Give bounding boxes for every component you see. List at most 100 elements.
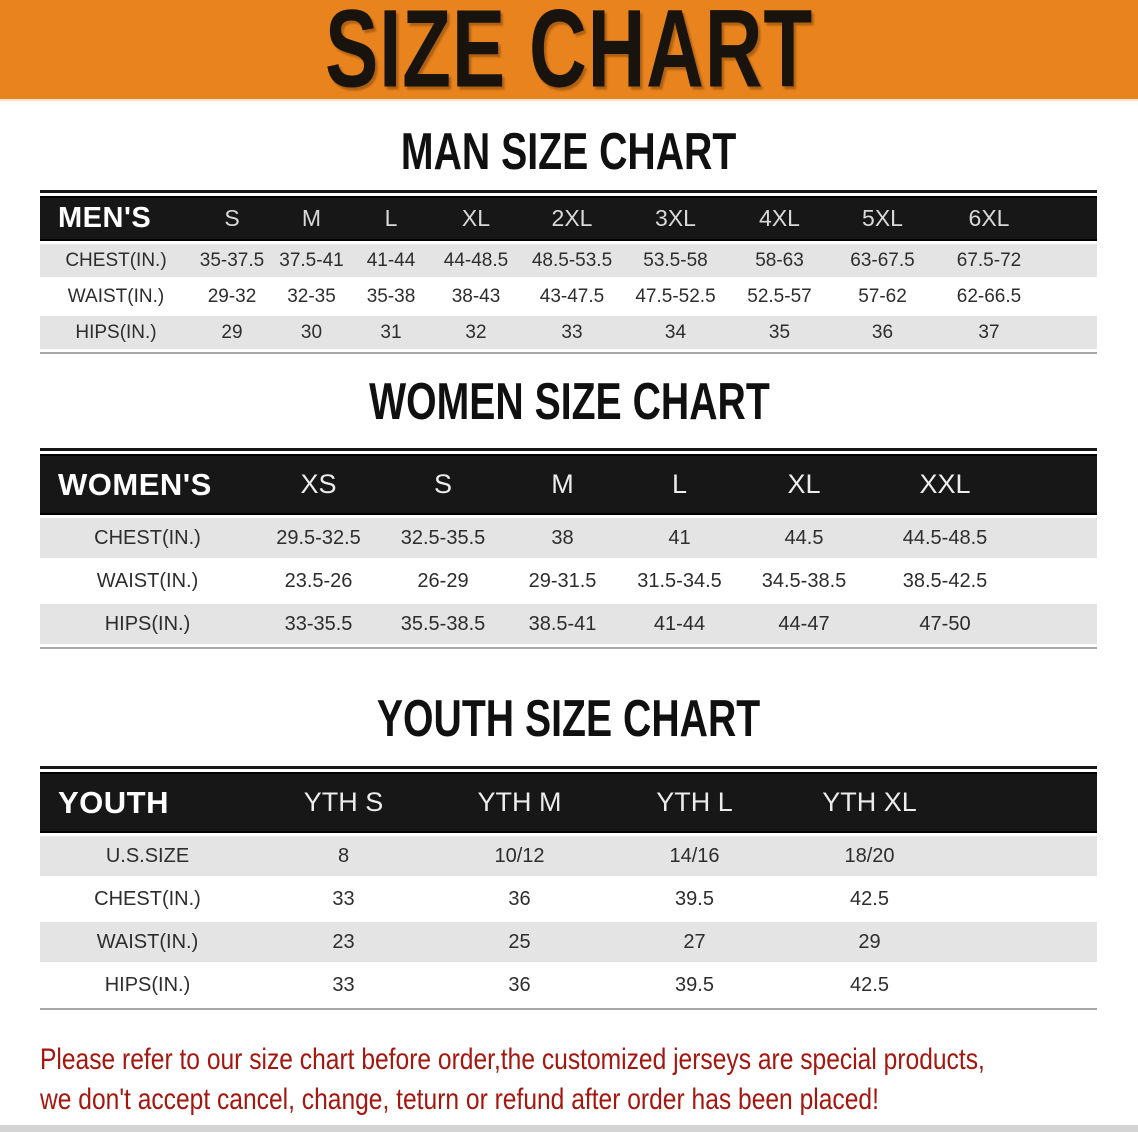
size-cell: 62-66.5 — [934, 280, 1044, 313]
size-cell: 37 — [934, 316, 1044, 349]
row-label: CHEST(IN.) — [40, 518, 255, 558]
table-row: CHEST(IN.) 33 36 39.5 42.5 — [40, 879, 1097, 919]
size-cell: 34 — [623, 316, 728, 349]
column-header: 4XL — [728, 196, 831, 241]
men-size-table: MEN'S S M L XL 2XL 3XL 4XL 5XL 6XL CHEST… — [40, 193, 1097, 352]
row-label: HIPS(IN.) — [40, 965, 255, 1005]
youth-header-row: YOUTH YTH S YTH M YTH L YTH XL — [40, 772, 1097, 833]
size-cell: 41-44 — [351, 244, 431, 277]
column-header: S — [382, 454, 504, 515]
size-cell: 39.5 — [607, 965, 782, 1005]
size-cell: 42.5 — [782, 965, 957, 1005]
row-label: WAIST(IN.) — [40, 280, 192, 313]
youth-section: YOUTH SIZE CHART YOUTH YTH S YTH M YTH L… — [0, 690, 1138, 1010]
row-label: CHEST(IN.) — [40, 244, 192, 277]
table-row: HIPS(IN.) 33 36 39.5 42.5 — [40, 965, 1097, 1005]
youth-heading: YOUTH SIZE CHART — [0, 690, 1138, 748]
column-header-filler — [1044, 196, 1097, 241]
size-cell: 43-47.5 — [521, 280, 623, 313]
women-heading-text: WOMEN SIZE CHART — [368, 373, 770, 431]
size-cell: 33 — [255, 965, 432, 1005]
row-label: HIPS(IN.) — [40, 316, 192, 349]
size-cell: 67.5-72 — [934, 244, 1044, 277]
size-cell: 34.5-38.5 — [738, 561, 870, 601]
table-row: WAIST(IN.) 23 25 27 29 — [40, 922, 1097, 962]
column-header: M — [504, 454, 621, 515]
size-cell: 31.5-34.5 — [621, 561, 738, 601]
size-cell: 53.5-58 — [623, 244, 728, 277]
row-label: HIPS(IN.) — [40, 604, 255, 644]
banner: SIZE CHART — [0, 0, 1138, 111]
table-row: HIPS(IN.) 33-35.5 35.5-38.5 38.5-41 41-4… — [40, 604, 1097, 644]
size-cell: 33-35.5 — [255, 604, 382, 644]
size-cell: 36 — [831, 316, 934, 349]
youth-table-wrap: YOUTH YTH S YTH M YTH L YTH XL U.S.SIZE … — [40, 766, 1097, 1010]
size-cell: 35-37.5 — [192, 244, 272, 277]
column-header: YTH S — [255, 772, 432, 833]
size-cell: 8 — [255, 836, 432, 876]
size-cell: 23.5-26 — [255, 561, 382, 601]
size-cell-filler — [1044, 244, 1097, 277]
women-header-row: WOMEN'S XS S M L XL XXL — [40, 454, 1097, 515]
size-cell: 47-50 — [870, 604, 1020, 644]
size-cell: 33 — [521, 316, 623, 349]
size-cell: 25 — [432, 922, 607, 962]
column-header: YTH M — [432, 772, 607, 833]
size-cell: 35.5-38.5 — [382, 604, 504, 644]
size-cell: 38.5-41 — [504, 604, 621, 644]
size-cell: 29.5-32.5 — [255, 518, 382, 558]
size-cell: 44.5-48.5 — [870, 518, 1020, 558]
size-cell: 41 — [621, 518, 738, 558]
men-heading-text: MAN SIZE CHART — [401, 123, 737, 181]
size-cell: 37.5-41 — [272, 244, 351, 277]
size-cell: 58-63 — [728, 244, 831, 277]
size-cell: 35 — [728, 316, 831, 349]
column-header: YTH XL — [782, 772, 957, 833]
size-cell: 48.5-53.5 — [521, 244, 623, 277]
size-cell: 33 — [255, 879, 432, 919]
row-label: WAIST(IN.) — [40, 922, 255, 962]
bottom-strip — [0, 1125, 1138, 1132]
women-corner-label: WOMEN'S — [40, 454, 255, 515]
size-cell: 42.5 — [782, 879, 957, 919]
size-cell-filler — [1020, 561, 1097, 601]
men-table-wrap: MEN'S S M L XL 2XL 3XL 4XL 5XL 6XL CHEST… — [40, 190, 1097, 354]
size-cell: 35-38 — [351, 280, 431, 313]
size-cell: 57-62 — [831, 280, 934, 313]
size-cell-filler — [1044, 280, 1097, 313]
size-cell-filler — [957, 922, 1097, 962]
column-header-filler — [1020, 454, 1097, 515]
size-cell-filler — [1044, 316, 1097, 349]
men-heading: MAN SIZE CHART — [0, 123, 1138, 181]
size-cell: 29-32 — [192, 280, 272, 313]
size-cell-filler — [957, 879, 1097, 919]
size-cell: 29-31.5 — [504, 561, 621, 601]
size-cell: 38.5-42.5 — [870, 561, 1020, 601]
table-row: WAIST(IN.) 29-32 32-35 35-38 38-43 43-47… — [40, 280, 1097, 313]
column-header: L — [351, 196, 431, 241]
column-header: S — [192, 196, 272, 241]
size-cell: 32 — [431, 316, 521, 349]
size-cell: 29 — [782, 922, 957, 962]
size-cell: 36 — [432, 879, 607, 919]
row-label: U.S.SIZE — [40, 836, 255, 876]
men-corner-label: MEN'S — [40, 196, 192, 241]
banner-title: SIZE CHART — [325, 0, 813, 111]
table-row: U.S.SIZE 8 10/12 14/16 18/20 — [40, 836, 1097, 876]
notice-line-1: Please refer to our size chart before or… — [40, 1043, 985, 1076]
size-cell: 44.5 — [738, 518, 870, 558]
size-cell: 44-48.5 — [431, 244, 521, 277]
youth-heading-text: YOUTH SIZE CHART — [377, 690, 761, 748]
women-table-wrap: WOMEN'S XS S M L XL XXL CHEST(IN.) 29.5-… — [40, 448, 1097, 649]
size-cell: 26-29 — [382, 561, 504, 601]
table-row: CHEST(IN.) 29.5-32.5 32.5-35.5 38 41 44.… — [40, 518, 1097, 558]
size-cell: 44-47 — [738, 604, 870, 644]
size-cell: 31 — [351, 316, 431, 349]
women-heading: WOMEN SIZE CHART — [0, 373, 1138, 431]
size-cell: 39.5 — [607, 879, 782, 919]
size-cell: 36 — [432, 965, 607, 1005]
women-section: WOMEN SIZE CHART WOMEN'S XS S M L XL XXL — [0, 373, 1138, 649]
column-header: XXL — [870, 454, 1020, 515]
column-header: 2XL — [521, 196, 623, 241]
women-size-table: WOMEN'S XS S M L XL XXL CHEST(IN.) 29.5-… — [40, 451, 1097, 647]
